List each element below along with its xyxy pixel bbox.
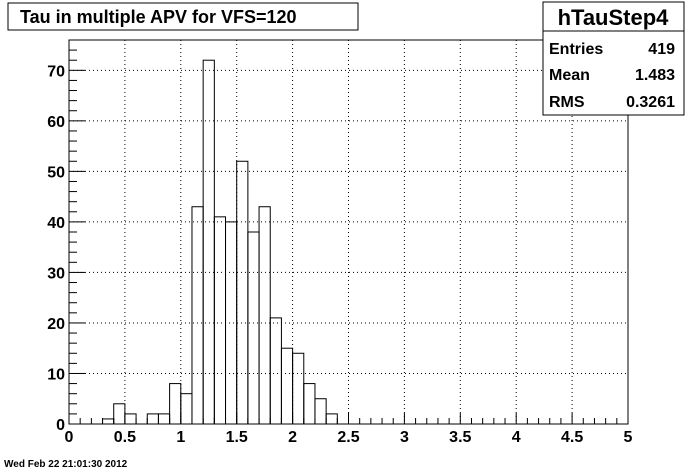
y-tick-label: 0: [56, 417, 65, 434]
histogram-bin: [303, 383, 316, 425]
y-tick-label: 20: [47, 316, 65, 333]
stats-rms-value: 0.3261: [626, 94, 675, 111]
histogram-bin: [146, 413, 159, 425]
x-tick-label: 2.5: [337, 429, 359, 446]
histogram-bin: [325, 413, 338, 425]
histogram-bin: [213, 216, 227, 425]
x-tick-label: 1: [176, 429, 185, 446]
stats-histogram-name: hTauStep4: [558, 5, 670, 30]
x-tick-label: 1.5: [226, 429, 248, 446]
histogram-bin: [258, 206, 271, 425]
chart-title: Tau in multiple APV for VFS=120: [20, 7, 297, 27]
y-tick-label: 10: [47, 366, 65, 383]
histogram-bin: [180, 393, 193, 425]
y-tick-labels: 0 10 20 30 40 50 60 70: [47, 63, 65, 434]
histogram-bin: [225, 221, 238, 425]
histogram-bin: [280, 347, 294, 425]
histogram-bin: [113, 403, 126, 425]
footer-timestamp: Wed Feb 22 21:01:30 2012: [4, 459, 128, 470]
histogram-bin: [269, 317, 282, 425]
stats-rms-label: RMS: [549, 94, 585, 111]
x-tick-label: 2: [288, 429, 297, 446]
histogram-bin: [236, 160, 249, 425]
x-tick-label: 3: [400, 429, 409, 446]
y-tick-label: 70: [47, 63, 65, 80]
y-tick-label: 50: [47, 164, 65, 181]
histogram-bin: [102, 418, 115, 425]
histogram-bin: [202, 59, 215, 425]
stats-entries-value: 419: [648, 41, 675, 58]
stats-mean-value: 1.483: [635, 67, 675, 84]
histogram-bin: [191, 206, 204, 425]
stats-box: hTauStep4 Entries 419 Mean 1.483 RMS 0.3…: [542, 1, 685, 116]
stats-mean-label: Mean: [549, 67, 590, 84]
x-tick-label: 0: [65, 429, 74, 446]
x-tick-label: 4.5: [561, 429, 583, 446]
y-tick-label: 60: [47, 114, 65, 131]
y-tick-label: 30: [47, 265, 65, 282]
histogram-bin: [314, 398, 327, 425]
tick-marks: [68, 39, 629, 425]
x-tick-label: 5: [624, 429, 633, 446]
x-tick-label: 0.5: [114, 429, 136, 446]
y-tick-label: 40: [47, 215, 65, 232]
histogram-layer: [102, 59, 338, 425]
histogram-bin: [124, 413, 137, 425]
histogram-bin: [292, 352, 305, 425]
x-tick-label: 3.5: [449, 429, 471, 446]
title-box: Tau in multiple APV for VFS=120: [7, 2, 359, 31]
x-tick-label: 4: [512, 429, 521, 446]
stats-entries-label: Entries: [549, 41, 603, 58]
histogram-bin: [157, 413, 171, 425]
x-tick-labels: 0 0.5 1 1.5 2 2.5 3 3.5 4 4.5 5: [65, 429, 633, 446]
histogram-bin: [247, 231, 260, 425]
histogram-bin: [169, 383, 182, 425]
